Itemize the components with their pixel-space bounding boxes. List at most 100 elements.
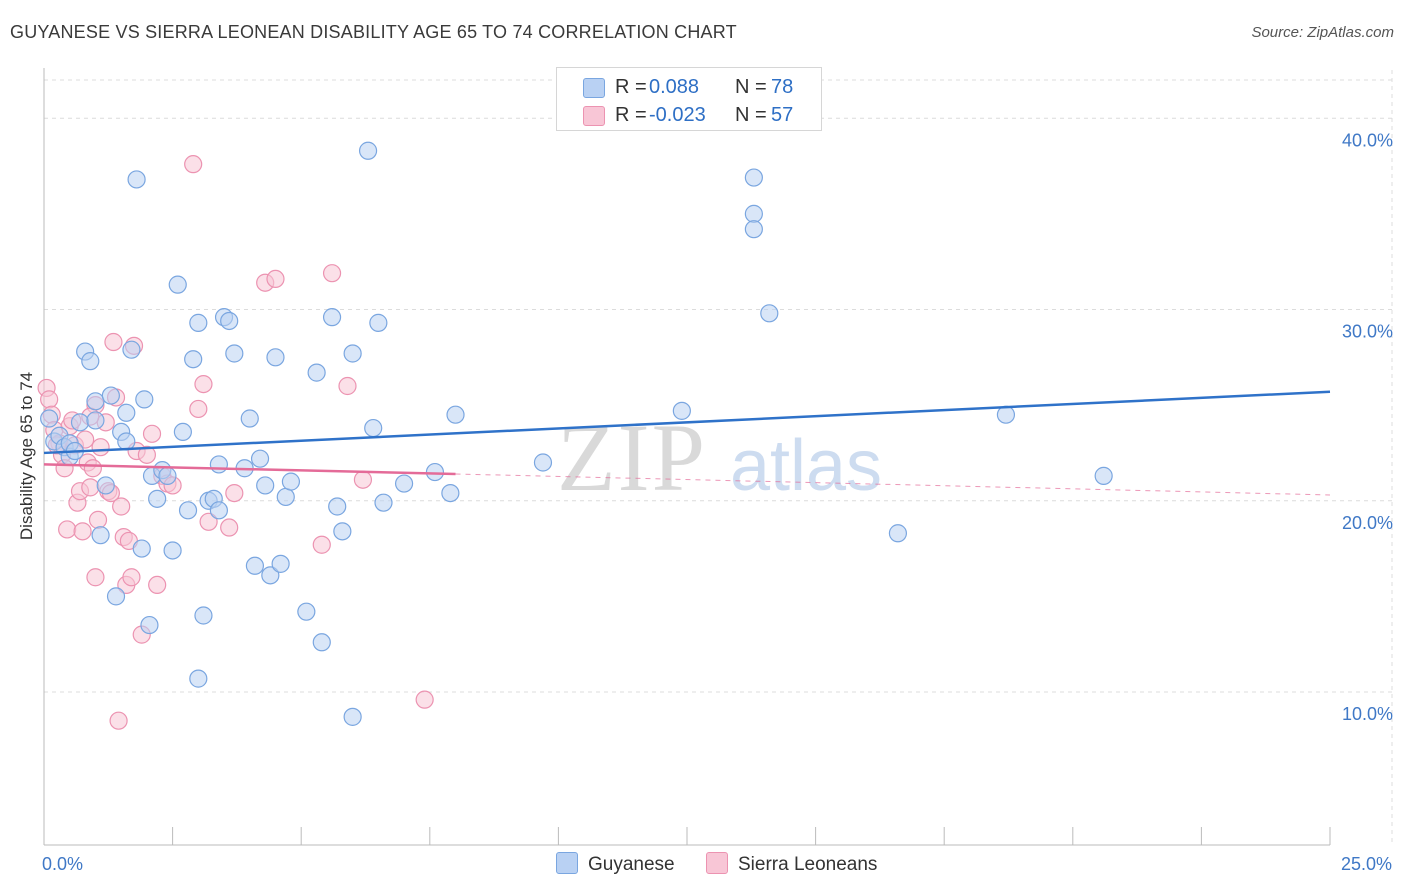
point-guyanese: [117, 432, 136, 451]
point-sierra-leoneans: [40, 390, 59, 409]
legend-n-value: 57: [771, 104, 794, 126]
point-guyanese: [184, 350, 203, 369]
point-guyanese: [441, 484, 460, 503]
correlation-legend: R = 0.088 N = 78 R = -0.023 N = 57: [556, 67, 822, 131]
point-guyanese: [888, 524, 908, 543]
point-guyanese: [209, 455, 228, 474]
axis-layer: [43, 68, 1331, 846]
point-sierra-leoneans: [137, 445, 156, 464]
point-guyanese: [86, 411, 105, 430]
point-guyanese: [194, 606, 213, 625]
point-sierra-leoneans: [322, 264, 342, 283]
point-guyanese: [358, 141, 378, 160]
point-sierra-leoneans: [353, 470, 373, 489]
point-guyanese: [1094, 466, 1113, 485]
legend-n-label: N =: [735, 104, 767, 126]
legend-r-value: 0.088: [649, 76, 700, 98]
x-tick-label: 0.0%: [42, 854, 83, 874]
point-sierra-leoneans: [86, 568, 105, 587]
point-sierra-leoneans: [91, 438, 110, 457]
point-sierra-leoneans: [122, 568, 141, 587]
legend-row-sierra-leoneans: R = -0.023 N = 57: [557, 100, 821, 130]
point-sierra-leoneans: [142, 424, 162, 443]
x-tick-label: 25.0%: [1341, 854, 1392, 874]
point-guyanese: [148, 489, 167, 508]
point-guyanese: [672, 401, 691, 420]
point-guyanese: [220, 311, 239, 331]
y-tick-label: 40.0%: [1342, 130, 1393, 150]
chart-title: GUYANESE VS SIERRA LEONEAN DISABILITY AG…: [10, 22, 737, 42]
point-guyanese: [132, 539, 151, 558]
trend-line-sierra-leoneans: [43, 463, 456, 476]
point-guyanese: [322, 308, 342, 327]
point-guyanese: [70, 413, 90, 432]
point-guyanese: [189, 313, 208, 332]
y-tick-label: 10.0%: [1342, 704, 1393, 724]
point-guyanese: [256, 476, 275, 495]
point-sierra-leoneans: [73, 522, 92, 541]
point-guyanese: [312, 633, 331, 652]
legend-r-label: R =: [615, 76, 647, 98]
point-guyanese: [744, 168, 763, 187]
point-guyanese: [91, 526, 110, 545]
point-guyanese: [245, 556, 265, 575]
point-guyanese: [533, 453, 553, 472]
legend-swatch-sierra-leoneans: [583, 106, 605, 126]
bottom-legend-label-sierra-leoneans: Sierra Leoneans: [738, 854, 878, 875]
point-sierra-leoneans: [199, 512, 218, 531]
point-guyanese: [333, 522, 352, 541]
point-guyanese: [446, 405, 465, 424]
bottom-legend-swatch-sierra-leoneans: [706, 852, 728, 874]
watermark-atlas: atlas: [730, 426, 882, 506]
legend-swatch-guyanese: [583, 78, 605, 98]
point-guyanese: [106, 587, 126, 606]
point-sierra-leoneans: [266, 269, 285, 288]
point-sierra-leoneans: [109, 711, 128, 730]
bottom-legend-swatch-guyanese: [556, 852, 578, 874]
point-guyanese: [744, 204, 763, 223]
legend-n-label: N =: [735, 76, 767, 98]
point-guyanese: [271, 554, 290, 573]
point-guyanese: [240, 409, 259, 428]
y-tick-label: 30.0%: [1342, 322, 1393, 342]
point-sierra-leoneans: [104, 332, 123, 352]
point-guyanese: [135, 390, 154, 409]
source-label: Source: ZipAtlas.com: [1251, 24, 1394, 41]
point-sierra-leoneans: [148, 575, 167, 595]
point-guyanese: [281, 472, 301, 491]
point-guyanese: [364, 418, 383, 438]
y-tick-label: 20.0%: [1342, 513, 1393, 533]
point-guyanese: [297, 602, 316, 621]
point-guyanese: [127, 170, 146, 189]
legend-r-label: R =: [615, 104, 647, 126]
point-sierra-leoneans: [312, 535, 331, 554]
point-guyanese: [369, 313, 388, 332]
point-guyanese: [140, 615, 159, 635]
point-guyanese: [209, 501, 228, 520]
point-guyanese: [328, 497, 347, 516]
trend-lines: [43, 390, 1331, 496]
point-guyanese: [250, 449, 270, 468]
point-sierra-leoneans: [58, 520, 77, 539]
point-sierra-leoneans: [225, 484, 244, 503]
point-guyanese: [343, 344, 362, 363]
point-sierra-leoneans: [81, 478, 100, 497]
point-sierra-leoneans: [338, 376, 357, 396]
bottom-legend-label-guyanese: Guyanese: [588, 854, 675, 875]
point-guyanese: [225, 344, 244, 363]
legend-n-value: 78: [771, 76, 794, 98]
point-guyanese: [189, 669, 208, 688]
point-guyanese: [40, 409, 59, 428]
point-guyanese: [996, 405, 1016, 424]
legend-r-value: -0.023: [649, 104, 706, 126]
point-guyanese: [394, 474, 414, 493]
point-guyanese: [173, 422, 192, 441]
point-guyanese: [101, 386, 120, 405]
series-sierra-leoneans: [37, 155, 434, 730]
point-guyanese: [425, 462, 445, 482]
bottom-legend-sierra-leoneans: Sierra Leoneans: [706, 852, 877, 876]
point-guyanese: [266, 348, 285, 367]
legend-row-guyanese: R = 0.088 N = 78: [557, 72, 821, 102]
point-guyanese: [122, 340, 141, 359]
